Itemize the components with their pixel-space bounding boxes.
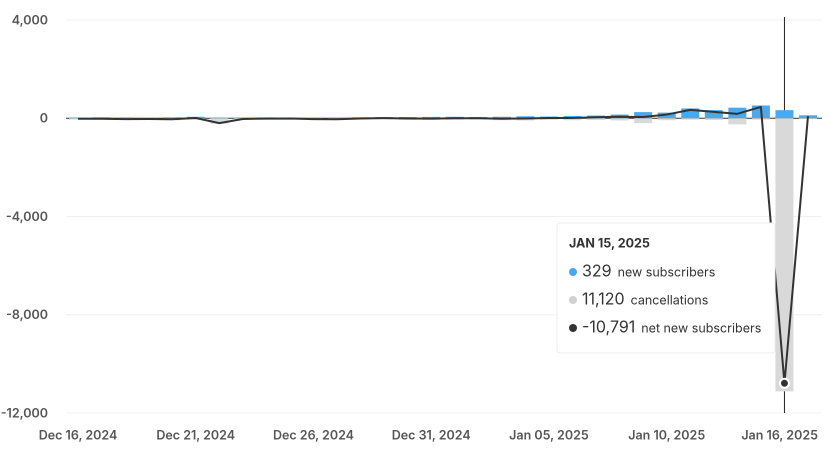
bar xyxy=(681,118,700,120)
tooltip-value: 11,120 xyxy=(582,288,625,308)
bar xyxy=(233,117,252,119)
tooltip-value: -10,791 xyxy=(582,316,635,336)
bar xyxy=(610,118,629,121)
tooltip-label: net new subscribers xyxy=(641,321,761,336)
tooltip-dot xyxy=(569,324,577,332)
tooltip-title: JAN 15, 2025 xyxy=(569,236,650,251)
x-tick-label: Dec 31, 2024 xyxy=(392,428,471,443)
bar xyxy=(634,118,653,124)
bar xyxy=(422,116,441,119)
bar xyxy=(775,110,794,119)
bar xyxy=(304,117,323,119)
tooltip-value: 329 xyxy=(582,260,612,280)
tooltip-dot xyxy=(569,296,577,304)
tooltip-dot xyxy=(569,268,577,276)
bar xyxy=(492,116,511,119)
y-tick-label: -12,000 xyxy=(1,406,48,421)
y-tick-label: 0 xyxy=(40,112,48,127)
bar xyxy=(328,117,347,119)
bar xyxy=(775,118,794,392)
bar xyxy=(210,118,229,124)
hover-point xyxy=(778,377,790,389)
y-tick-label: 4,000 xyxy=(12,13,48,28)
tooltip-label: cancellations xyxy=(631,293,709,308)
x-tick-label: Dec 16, 2024 xyxy=(39,428,118,443)
grid: 4,000 0 -4,000 -8,000 -12,000 Dec 16, 2024 Dec… xyxy=(1,13,822,443)
bar xyxy=(163,117,182,119)
bar xyxy=(587,118,606,120)
bar xyxy=(681,108,700,119)
x-tick-label: Jan 16, 2025 xyxy=(741,428,818,443)
tooltip: JAN 15, 2025 329 new subscribers 11,120 can… xyxy=(556,222,776,354)
bar xyxy=(657,118,676,121)
tooltip-label: new subscribers xyxy=(618,265,716,280)
bar xyxy=(139,117,158,119)
bar xyxy=(634,112,653,119)
x-tick-label: Dec 21, 2024 xyxy=(156,428,235,443)
bar xyxy=(728,118,747,125)
bar xyxy=(751,118,770,120)
marks xyxy=(69,17,817,413)
net-line xyxy=(78,105,809,385)
bar xyxy=(704,110,723,119)
bar xyxy=(704,118,723,120)
bar xyxy=(116,117,135,119)
bar xyxy=(563,118,582,121)
x-tick-label: Jan 05, 2025 xyxy=(509,428,589,443)
y-tick-label: -8,000 xyxy=(6,308,48,323)
bar xyxy=(516,116,535,119)
x-tick-label: Dec 26, 2024 xyxy=(273,428,354,443)
x-tick-label: Jan 10, 2025 xyxy=(628,428,705,443)
y-tick-label: -4,000 xyxy=(6,210,48,225)
tooltip-box xyxy=(556,222,776,354)
